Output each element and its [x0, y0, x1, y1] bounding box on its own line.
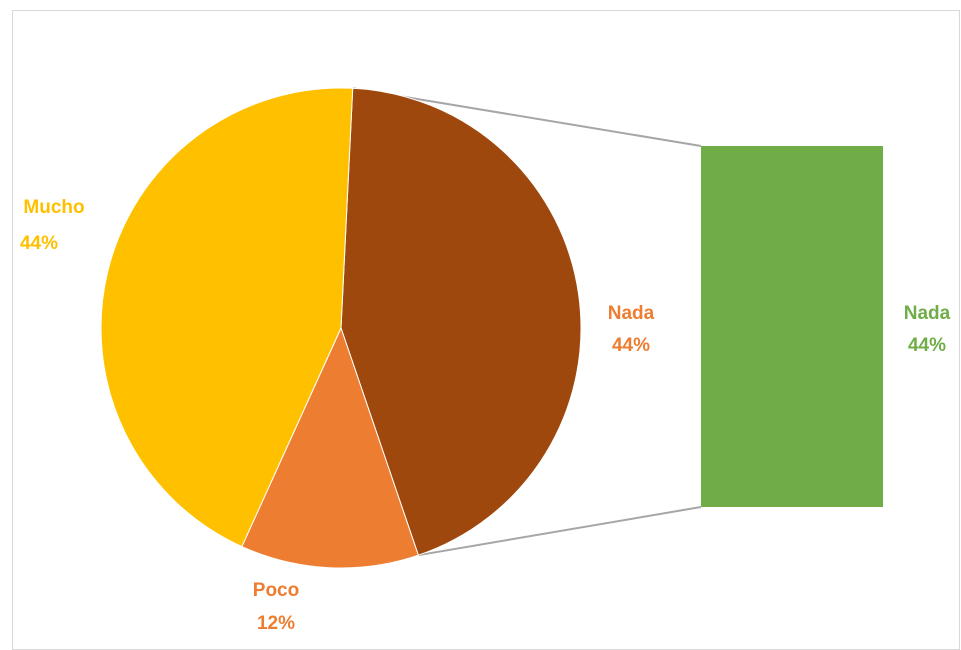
connector-line-bottom	[418, 506, 702, 557]
secondary-bar-nada	[701, 146, 883, 507]
pie-slice-mucho	[100, 87, 354, 548]
pie-slice-nada	[340, 87, 582, 556]
label-bar-nada-name: Nada	[904, 303, 951, 324]
label-mucho-value: 44%	[20, 233, 58, 254]
label-poco-value: 12%	[257, 613, 295, 634]
label-bar-nada-value: 44%	[908, 335, 946, 356]
bar-of-pie-chart: Mucho 44% Poco 12% Nada 44% Nada 44%	[20, 87, 951, 634]
label-mucho-name: Mucho	[23, 197, 84, 218]
secondary-bar	[701, 146, 883, 507]
pie	[100, 87, 582, 569]
data-labels: Mucho 44% Poco 12% Nada 44% Nada 44%	[20, 197, 951, 634]
pie-slice-poco	[241, 326, 419, 569]
label-nada-value: 44%	[612, 335, 650, 356]
chart-area: Mucho 44% Poco 12% Nada 44% Nada 44%	[12, 10, 960, 650]
label-poco-name: Poco	[253, 580, 299, 601]
label-nada-name: Nada	[608, 303, 655, 324]
